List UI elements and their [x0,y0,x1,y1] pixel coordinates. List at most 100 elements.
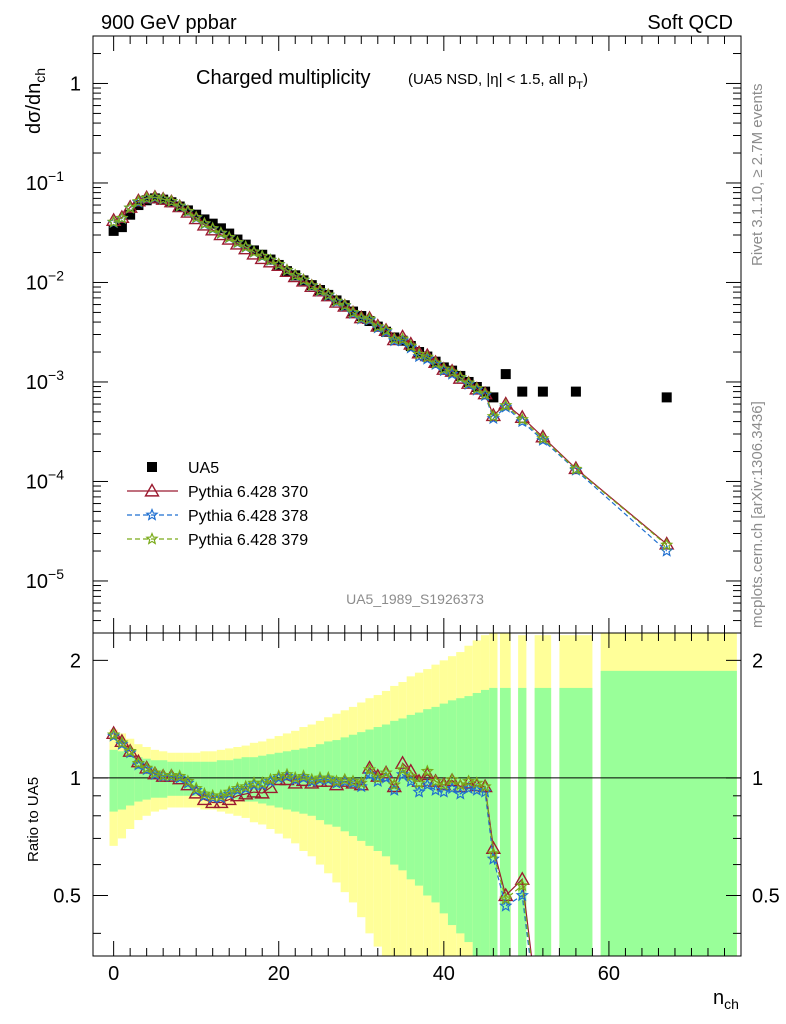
band-bin [499,687,511,956]
data-point [298,275,309,286]
data-point [499,398,513,412]
series-line [113,196,668,546]
data-point [131,194,145,208]
data-point [395,332,410,345]
data-point [471,382,482,393]
x-axis-title: nch [713,987,739,1012]
legend-item-pythia-6-428-370: Pythia 6.428 370 [127,483,308,501]
band-bin [489,687,498,956]
data-point [463,376,474,387]
data-point [660,538,674,551]
ratio-point [462,774,476,787]
ratio-point [395,767,410,781]
ratio-point [478,785,492,798]
ratio-point [255,776,269,789]
ratio-point [214,790,228,804]
ratio-point [338,772,352,786]
data-point [420,350,435,363]
band-bin [431,706,440,903]
data-point [230,235,245,248]
band-bin [439,703,448,914]
band-bin [134,757,143,802]
ratio-point [354,779,368,793]
data-point [329,294,344,307]
ratio-point [453,786,468,800]
band-bin [225,760,234,798]
data-point [515,414,529,428]
data-point [389,332,400,343]
band-bin [324,741,333,825]
legend-marker [145,531,159,545]
data-point [379,323,393,337]
data-point [257,249,268,260]
legend-item-ua5: UA5 [147,460,219,477]
ratio-point [362,762,377,776]
mcplots-label: mcplots.cern.ch [arXiv:1306.3436] [749,401,766,628]
data-point [445,365,459,378]
data-point [197,216,212,230]
band-bin [373,727,382,851]
legend-marker [145,507,159,521]
data-point [470,381,484,395]
data-point [222,230,236,243]
x-tick-label: 0 [108,963,119,985]
band-bin [381,724,391,857]
ratio-point [420,777,435,791]
data-point [438,362,449,373]
y-tick-label-base: 10 [26,372,48,394]
data-point [381,326,392,337]
data-point [321,287,335,301]
y-tick-label-exponent: −4 [48,466,64,482]
ratio-point [453,777,468,791]
band-bin [109,749,118,812]
rivet-label: Rivet 3.1.10, ≥ 2.7M events [749,84,766,267]
y-tick-label: 10−5 [26,566,64,593]
y-tick-label-base: 10 [26,571,48,593]
ratio-y-axis-title: Ratio to UA5 [25,777,42,862]
data-point [262,253,279,268]
ratio-point [387,777,401,791]
data-point [660,543,674,557]
ratio-point [371,774,385,787]
data-point [478,386,492,400]
data-point [405,340,416,351]
plot-title: Charged multiplicity [196,67,371,89]
ratio-point [230,781,245,795]
ratio-axes: 0 20 40 60 0.5 0.5 1 1 2 2 [53,633,780,985]
y-tick-label: 10−2 [26,267,64,294]
ratio-point [371,770,385,784]
legend-item-pythia-6-428-379: Pythia 6.428 379 [127,531,308,549]
data-point [123,200,137,214]
y-tick-label: 10−3 [26,367,64,394]
band-bin [406,714,415,880]
legend-label: UA5 [188,460,219,477]
plot-subtitle: (UA5 NSD, |η| < 1.5, all pT) [408,71,588,92]
data-point [108,225,119,236]
ratio-point [412,776,426,789]
y-tick-label-base: 10 [26,272,48,294]
ratio-point [346,774,360,787]
data-point [116,222,127,233]
data-point [125,209,136,220]
legend-label: Pythia 6.428 378 [188,508,308,525]
band-bin [456,698,465,934]
data-point [486,409,501,423]
ratio-point [148,765,162,779]
data-point [430,356,441,367]
data-point [455,370,466,381]
band-bin [216,760,226,798]
series-ua5 [108,193,672,403]
ratio-y-tick-label-left: 1 [70,768,81,790]
data-point [263,253,278,266]
ratio-point [354,776,368,789]
data-point [437,361,451,375]
ratio-point [123,744,137,758]
data-point [115,211,129,224]
data-point [214,226,228,239]
band-bin [282,751,292,810]
data-point [206,221,220,235]
band-bin [518,687,527,956]
data-point [148,190,162,203]
x-axis-title-sub: ch [724,996,739,1012]
ratio-point [379,765,393,779]
